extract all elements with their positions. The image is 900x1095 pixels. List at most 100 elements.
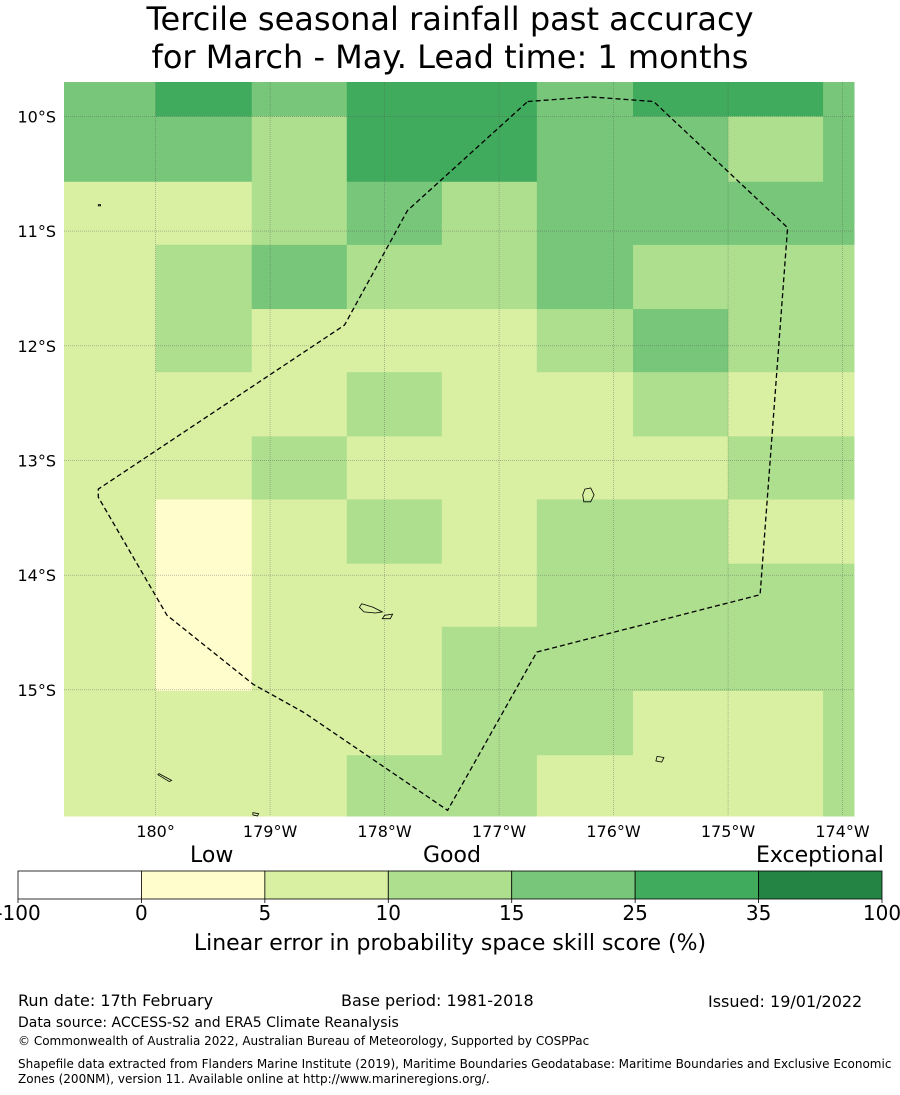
colorbar-segment: [264, 870, 389, 900]
lon-label: 178°W: [357, 822, 412, 841]
grid-cell: [441, 244, 538, 310]
grid-cell: [64, 626, 157, 692]
grid-cell: [155, 755, 253, 817]
island-outline: [157, 773, 173, 783]
colorbar: -100 0 5 10 15 25 35 100: [0, 870, 900, 925]
grid-cell: [346, 244, 443, 310]
skill-grid: [64, 82, 855, 817]
grid-cell: [536, 372, 634, 437]
grid-cell: [251, 626, 348, 692]
grid-cell: [728, 82, 824, 117]
shapefile-credit-2: Zones (200NM), version 11. Available onl…: [18, 1072, 490, 1086]
grid-cell: [728, 116, 824, 183]
grid-cell: [728, 690, 824, 756]
colorbar-tick-label: 15: [499, 901, 524, 925]
grid-cell: [64, 372, 157, 437]
grid-cell: [346, 755, 443, 817]
grid-cell: [823, 244, 855, 310]
grid-cell: [823, 563, 855, 628]
grid-cell: [823, 116, 855, 183]
coastlines: [97, 204, 665, 817]
lat-label: 11°S: [17, 222, 56, 241]
grid-cell: [64, 499, 157, 565]
grid-cell: [633, 372, 729, 437]
grid-cell: [64, 116, 157, 183]
grid-cell: [346, 626, 443, 692]
grid-cell: [728, 244, 824, 310]
shapefile-credit-1: Shapefile data extracted from Flanders M…: [18, 1057, 892, 1071]
lon-label: 179°W: [243, 822, 298, 841]
chart-title: Tercile seasonal rainfall past accuracy …: [0, 0, 900, 76]
grid-cell: [155, 436, 253, 500]
grid-cell: [633, 499, 729, 565]
grid-cell: [155, 563, 253, 628]
grid-cell: [64, 690, 157, 756]
island-outline: [252, 812, 260, 817]
grid-cell: [346, 499, 443, 565]
colorbar-tick-label: 5: [258, 901, 271, 925]
grid-cell: [823, 82, 855, 117]
grid-cell: [64, 181, 157, 246]
colorbar-segment: [634, 870, 759, 900]
grid-cell: [251, 116, 348, 183]
grid-cell: [441, 116, 538, 183]
grid-cell: [633, 244, 729, 310]
grid-cell: [251, 499, 348, 565]
data-source: Data source: ACCESS-S2 and ERA5 Climate …: [18, 1015, 399, 1031]
grid-cell: [251, 309, 348, 373]
title-line-2: for March - May. Lead time: 1 months: [151, 38, 749, 76]
grid-cell: [346, 690, 443, 756]
grid-cell: [823, 436, 855, 500]
grid-cell: [441, 436, 538, 500]
grid-cell: [728, 755, 824, 817]
grid-cell: [728, 626, 824, 692]
eez-boundary: [97, 96, 789, 812]
colorbar-segment: [758, 870, 883, 900]
grid-cell: [251, 181, 348, 246]
island-outline: [582, 487, 595, 503]
lat-label: 12°S: [17, 337, 56, 356]
grid-cell: [633, 436, 729, 500]
grid-cell: [823, 181, 855, 246]
grid-cell: [64, 436, 157, 500]
grid-cell: [251, 372, 348, 437]
island-outline: [655, 755, 665, 763]
grid-cell: [536, 309, 634, 373]
lon-label: 176°W: [586, 822, 641, 841]
grid-cell: [633, 309, 729, 373]
title-line-1: Tercile seasonal rainfall past accuracy: [146, 0, 754, 38]
grid-cell: [155, 499, 253, 565]
grid-cell: [823, 626, 855, 692]
grid-cell: [441, 755, 538, 817]
lon-label: 174°W: [815, 822, 870, 841]
grid-cell: [823, 499, 855, 565]
grid-cell: [633, 755, 729, 817]
colorbar-tick-label: 100: [863, 901, 900, 925]
lat-label: 14°S: [17, 566, 56, 585]
grid-cell: [346, 309, 443, 373]
grid-cell: [155, 309, 253, 373]
grid-cell: [441, 181, 538, 246]
island-outline: [358, 603, 384, 614]
grid-cell: [728, 309, 824, 373]
grid-cell: [64, 755, 157, 817]
lon-label: 177°W: [472, 822, 527, 841]
lat-label: 13°S: [17, 451, 56, 470]
lon-label: 175°W: [701, 822, 756, 841]
grid-cell: [155, 181, 253, 246]
grid-cell: [155, 244, 253, 310]
grid-cell: [728, 563, 824, 628]
lat-label: 15°S: [17, 681, 56, 700]
colorbar-tick-label: 0: [135, 901, 148, 925]
grid-cell: [536, 436, 634, 500]
grid-cell: [346, 436, 443, 500]
grid-cell: [155, 116, 253, 183]
lon-label: 180°: [136, 822, 175, 841]
grid-cell: [441, 372, 538, 437]
island-outline: [97, 204, 101, 207]
grid-cell: [633, 82, 729, 117]
copyright: © Commonwealth of Australia 2022, Austra…: [18, 1034, 590, 1048]
grid-cell: [536, 181, 634, 246]
grid-cell: [441, 626, 538, 692]
grid-cell: [633, 626, 729, 692]
